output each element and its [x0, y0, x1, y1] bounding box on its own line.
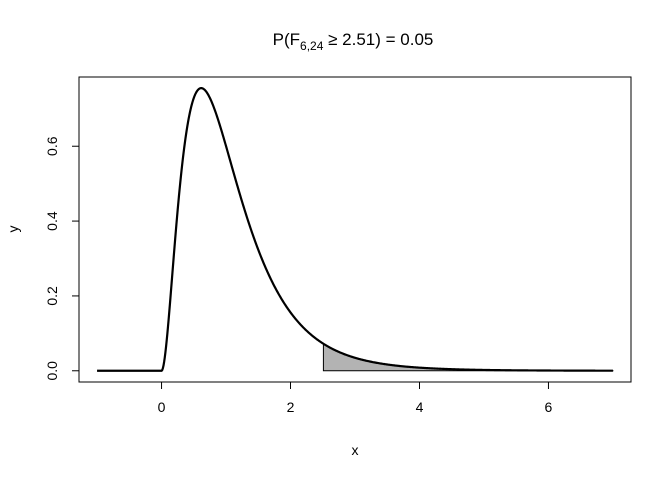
x-tick-label: 2	[287, 399, 295, 415]
title-subscript: 6,24	[300, 39, 324, 53]
chart-title: P(F6,24 ≥ 2.51) = 0.05	[273, 30, 434, 53]
y-tick-label: 0.6	[44, 136, 60, 156]
y-tick-label: 0.4	[44, 211, 60, 231]
y-axis-label: y	[5, 226, 21, 233]
title-suffix: ≥ 2.51) = 0.05	[323, 30, 433, 49]
x-axis-label: x	[352, 442, 359, 458]
x-tick-label: 4	[416, 399, 424, 415]
x-axis: 0 2 4 6	[158, 381, 553, 415]
plot-frame	[78, 76, 632, 383]
y-tick-label: 0.0	[44, 361, 60, 381]
density-curve	[96, 87, 614, 372]
y-tick-label: 0.2	[44, 286, 60, 306]
y-axis: 0.0 0.2 0.4 0.6	[44, 136, 80, 381]
x-tick-label: 6	[545, 399, 553, 415]
shaded-tail-region	[322, 342, 614, 372]
x-tick-label: 0	[158, 399, 166, 415]
title-prefix: P(F	[273, 30, 300, 49]
